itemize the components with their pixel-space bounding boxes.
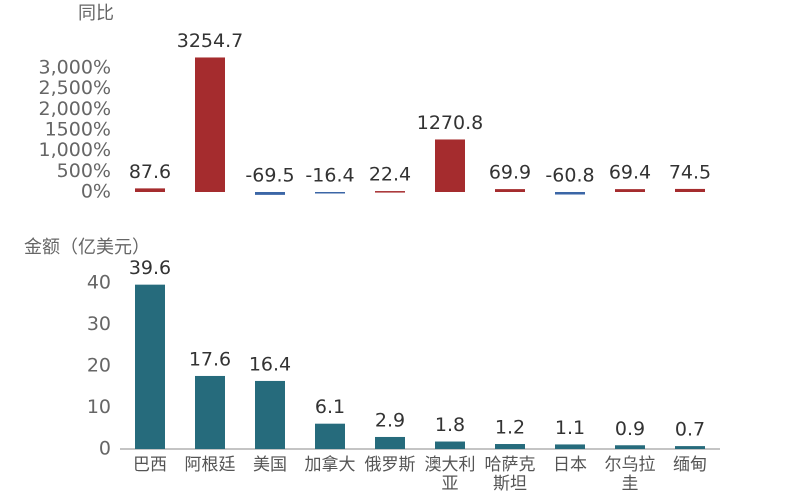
y-tick-label: 1500% (45, 119, 111, 141)
bar (435, 441, 465, 449)
bar (615, 445, 645, 449)
x-tick-label: 日本 (553, 455, 587, 475)
value-label: -69.5 (245, 165, 294, 187)
bar (495, 444, 525, 449)
value-label: 1.1 (555, 417, 585, 439)
value-label: 1.2 (495, 417, 525, 439)
value-label: 22.4 (369, 164, 411, 186)
x-tick-label: 美国 (253, 455, 287, 475)
y-tick-label: 20 (87, 355, 111, 377)
bar (195, 375, 225, 449)
x-tick-label: 尔乌拉圭 (604, 455, 656, 494)
value-label: -60.8 (545, 165, 594, 187)
x-tick-label: 阿根廷 (184, 455, 236, 475)
bar (555, 444, 585, 449)
bar (315, 423, 345, 449)
bar (255, 192, 285, 195)
chart-title: 金额（亿美元） (24, 237, 150, 258)
bar (195, 57, 225, 193)
x-tick-label: 澳大利亚 (424, 455, 476, 494)
value-label: 87.6 (129, 161, 171, 183)
value-label: 39.6 (129, 257, 171, 279)
y-tick-label: 3,000% (39, 57, 111, 79)
bar (135, 188, 165, 192)
value-label: 74.5 (669, 161, 711, 183)
y-tick-label: 0 (99, 438, 111, 460)
x-tick-label: 巴西 (133, 455, 167, 475)
y-tick-label: 2,000% (39, 98, 111, 120)
bar (315, 192, 345, 194)
x-tick-label: 缅甸 (673, 455, 707, 475)
bar (135, 284, 165, 449)
bar (375, 436, 405, 449)
value-label: 0.7 (675, 419, 705, 441)
bar (615, 189, 645, 192)
bar (255, 380, 285, 449)
bar (495, 189, 525, 192)
bar (435, 139, 465, 192)
bar (675, 446, 705, 449)
value-label: -16.4 (305, 165, 354, 187)
value-label: 0.9 (615, 418, 645, 440)
value-label: 1270.8 (417, 112, 483, 134)
value-label: 16.4 (249, 353, 291, 375)
y-tick-label: 1,000% (39, 139, 111, 161)
y-tick-label: 0% (81, 181, 111, 203)
x-tick-label: 俄罗斯 (364, 455, 416, 475)
chart-title: 同比 (78, 3, 114, 24)
y-tick-label: 10 (87, 396, 111, 418)
x-tick-label: 加拿大 (304, 455, 356, 475)
value-label: 69.9 (489, 162, 531, 184)
value-label: 2.9 (375, 409, 405, 431)
x-tick-label: 哈萨克斯坦 (484, 455, 536, 494)
value-label: 17.6 (189, 348, 231, 370)
y-tick-label: 30 (87, 313, 111, 335)
y-tick-label: 40 (87, 272, 111, 294)
bar (555, 192, 585, 195)
value-label: 3254.7 (177, 30, 243, 52)
value-label: 69.4 (609, 162, 651, 184)
y-tick-label: 2,500% (39, 77, 111, 99)
y-tick-label: 500% (57, 160, 111, 182)
bar (375, 191, 405, 193)
bar (675, 188, 705, 192)
value-label: 6.1 (315, 396, 345, 418)
value-label: 1.8 (435, 414, 465, 436)
